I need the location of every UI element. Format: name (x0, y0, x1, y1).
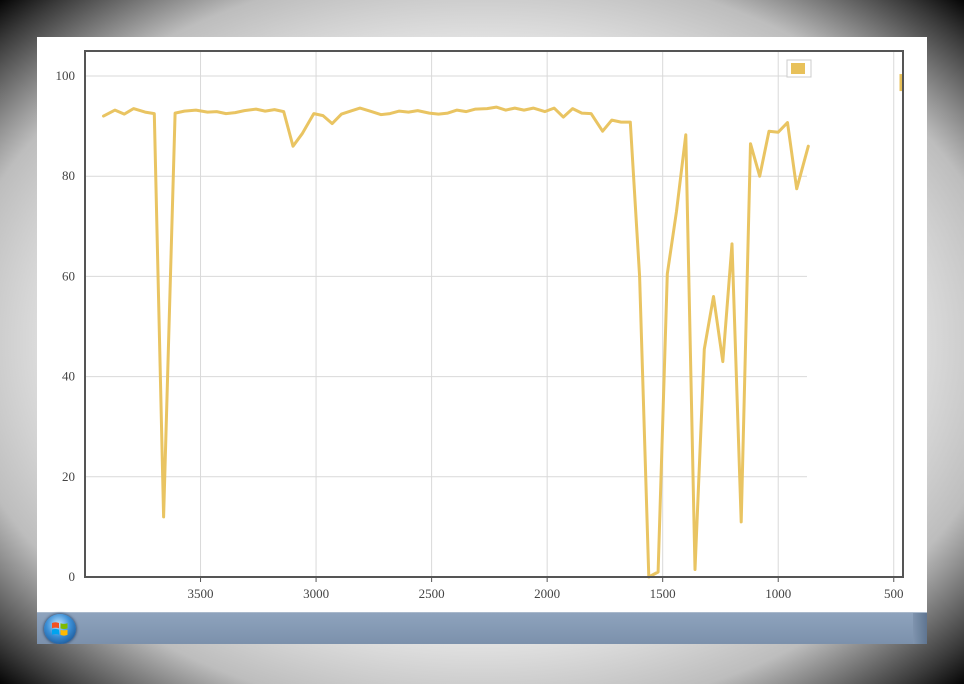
y-tick-labels: 0 20 40 60 80 100 (56, 68, 76, 584)
axes (84, 50, 904, 582)
x-tick-label: 2000 (534, 586, 560, 601)
x-tick-label: 2500 (419, 586, 445, 601)
x-tick-labels: 3500 3000 2500 2000 1500 1000 500 (188, 586, 904, 601)
y-tick-label: 100 (56, 68, 76, 83)
x-tick-label: 500 (884, 586, 904, 601)
windows-logo-icon (52, 622, 68, 636)
x-tick-label: 1000 (765, 586, 791, 601)
x-tick-label: 3500 (188, 586, 214, 601)
y-tick-label: 20 (62, 469, 75, 484)
plot-border (84, 50, 904, 578)
start-button[interactable] (44, 614, 76, 644)
y-tick-label: 0 (69, 569, 76, 584)
x-tick-label: 1500 (650, 586, 676, 601)
series-line-0 (102, 105, 810, 579)
y-tick-label: 80 (62, 168, 75, 183)
y-tick-label: 60 (62, 268, 75, 283)
legend (786, 59, 812, 78)
tray-edge (913, 613, 927, 644)
x-tick-label: 3000 (303, 586, 329, 601)
series-layer (102, 74, 903, 579)
line-chart: 3500 3000 2500 2000 1500 1000 500 0 20 40 60 80 100 (37, 37, 927, 612)
taskbar (37, 612, 927, 644)
grid (85, 51, 895, 577)
y-tick-label: 40 (62, 369, 75, 384)
legend-swatch (791, 63, 805, 74)
screen: 3500 3000 2500 2000 1500 1000 500 0 20 40 60 80 100 (37, 37, 927, 644)
